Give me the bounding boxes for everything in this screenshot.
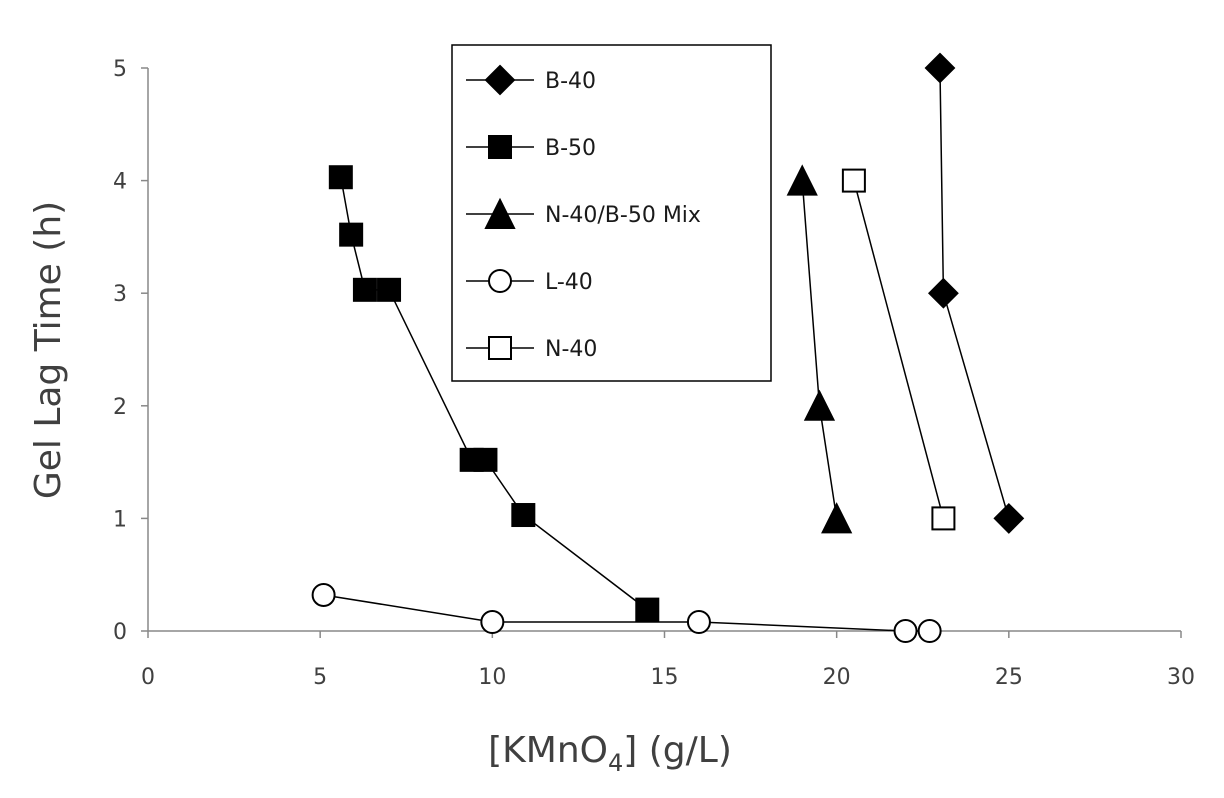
series-b-50 — [328, 165, 660, 622]
legend-item: N-40/B-50 Mix — [466, 197, 701, 229]
data-point — [473, 447, 498, 472]
y-ticks: 0 1 2 3 4 5 — [113, 57, 148, 645]
series-n-40 — [841, 168, 956, 531]
series-layer — [311, 52, 1025, 643]
x-tick-label: 5 — [313, 665, 327, 690]
series-line — [853, 180, 945, 519]
data-point — [931, 506, 956, 531]
legend-item: N-40 — [466, 336, 597, 362]
data-point — [917, 619, 942, 643]
data-point — [311, 582, 336, 607]
legend-marker — [488, 336, 512, 360]
y-tick-label: 4 — [113, 170, 127, 195]
data-point — [786, 164, 818, 196]
legend-label: L-40 — [545, 270, 593, 295]
legend-items: B-40 B-50 N-40/B-50 Mix L-40 N-40 — [466, 64, 701, 362]
y-tick-label: 1 — [113, 507, 127, 532]
legend-label: B-50 — [545, 136, 596, 161]
data-point — [352, 277, 377, 302]
x-tick-label: 0 — [141, 665, 155, 690]
data-point — [927, 277, 959, 309]
x-ticks: 0 5 10 15 20 25 30 — [141, 631, 1195, 690]
data-point — [339, 222, 364, 247]
x-axis-title-subscript: 4 — [608, 749, 623, 777]
data-point — [924, 52, 956, 84]
series-line — [323, 594, 930, 632]
x-tick-label: 20 — [823, 665, 851, 690]
data-point — [686, 609, 711, 634]
legend: B-40 B-50 N-40/B-50 Mix L-40 N-40 — [451, 44, 772, 382]
y-tick-label: 5 — [113, 57, 127, 82]
x-tick-label: 25 — [995, 665, 1023, 690]
x-axis-title: [KMnO4] (g/L) — [488, 730, 732, 777]
legend-label: B-40 — [545, 69, 596, 94]
series-line — [801, 180, 838, 519]
data-point — [511, 503, 536, 528]
data-point — [841, 168, 866, 193]
legend-label: N-40/B-50 Mix — [545, 203, 701, 228]
data-point — [328, 165, 353, 190]
data-point — [803, 389, 836, 421]
data-point — [377, 277, 402, 302]
legend-item: B-40 — [466, 64, 596, 96]
legend-marker — [484, 197, 516, 229]
y-axis-title: Gel Lag Time (h) — [28, 201, 69, 499]
series-l-40 — [311, 582, 942, 643]
x-tick-label: 15 — [651, 665, 679, 690]
y-tick-label: 0 — [113, 620, 127, 645]
legend-marker — [488, 135, 512, 159]
y-tick-label: 2 — [113, 395, 127, 420]
series-b-40 — [924, 52, 1025, 534]
data-point — [993, 502, 1025, 534]
x-tick-label: 10 — [478, 665, 506, 690]
legend-marker — [488, 269, 512, 293]
series-n-40-b-50-mix — [786, 164, 853, 534]
x-axis-title-main: [KMnO — [488, 730, 608, 771]
y-tick-label: 3 — [113, 282, 127, 307]
legend-label: N-40 — [545, 337, 597, 362]
legend-item: L-40 — [466, 269, 593, 295]
legend-item: B-50 — [466, 135, 596, 161]
data-point — [821, 502, 853, 534]
data-point — [635, 597, 660, 622]
x-tick-label: 30 — [1167, 665, 1195, 690]
data-point — [893, 619, 918, 643]
legend-marker — [484, 64, 516, 96]
x-axis-title-tail: ] (g/L) — [623, 730, 732, 771]
data-point — [480, 609, 505, 634]
